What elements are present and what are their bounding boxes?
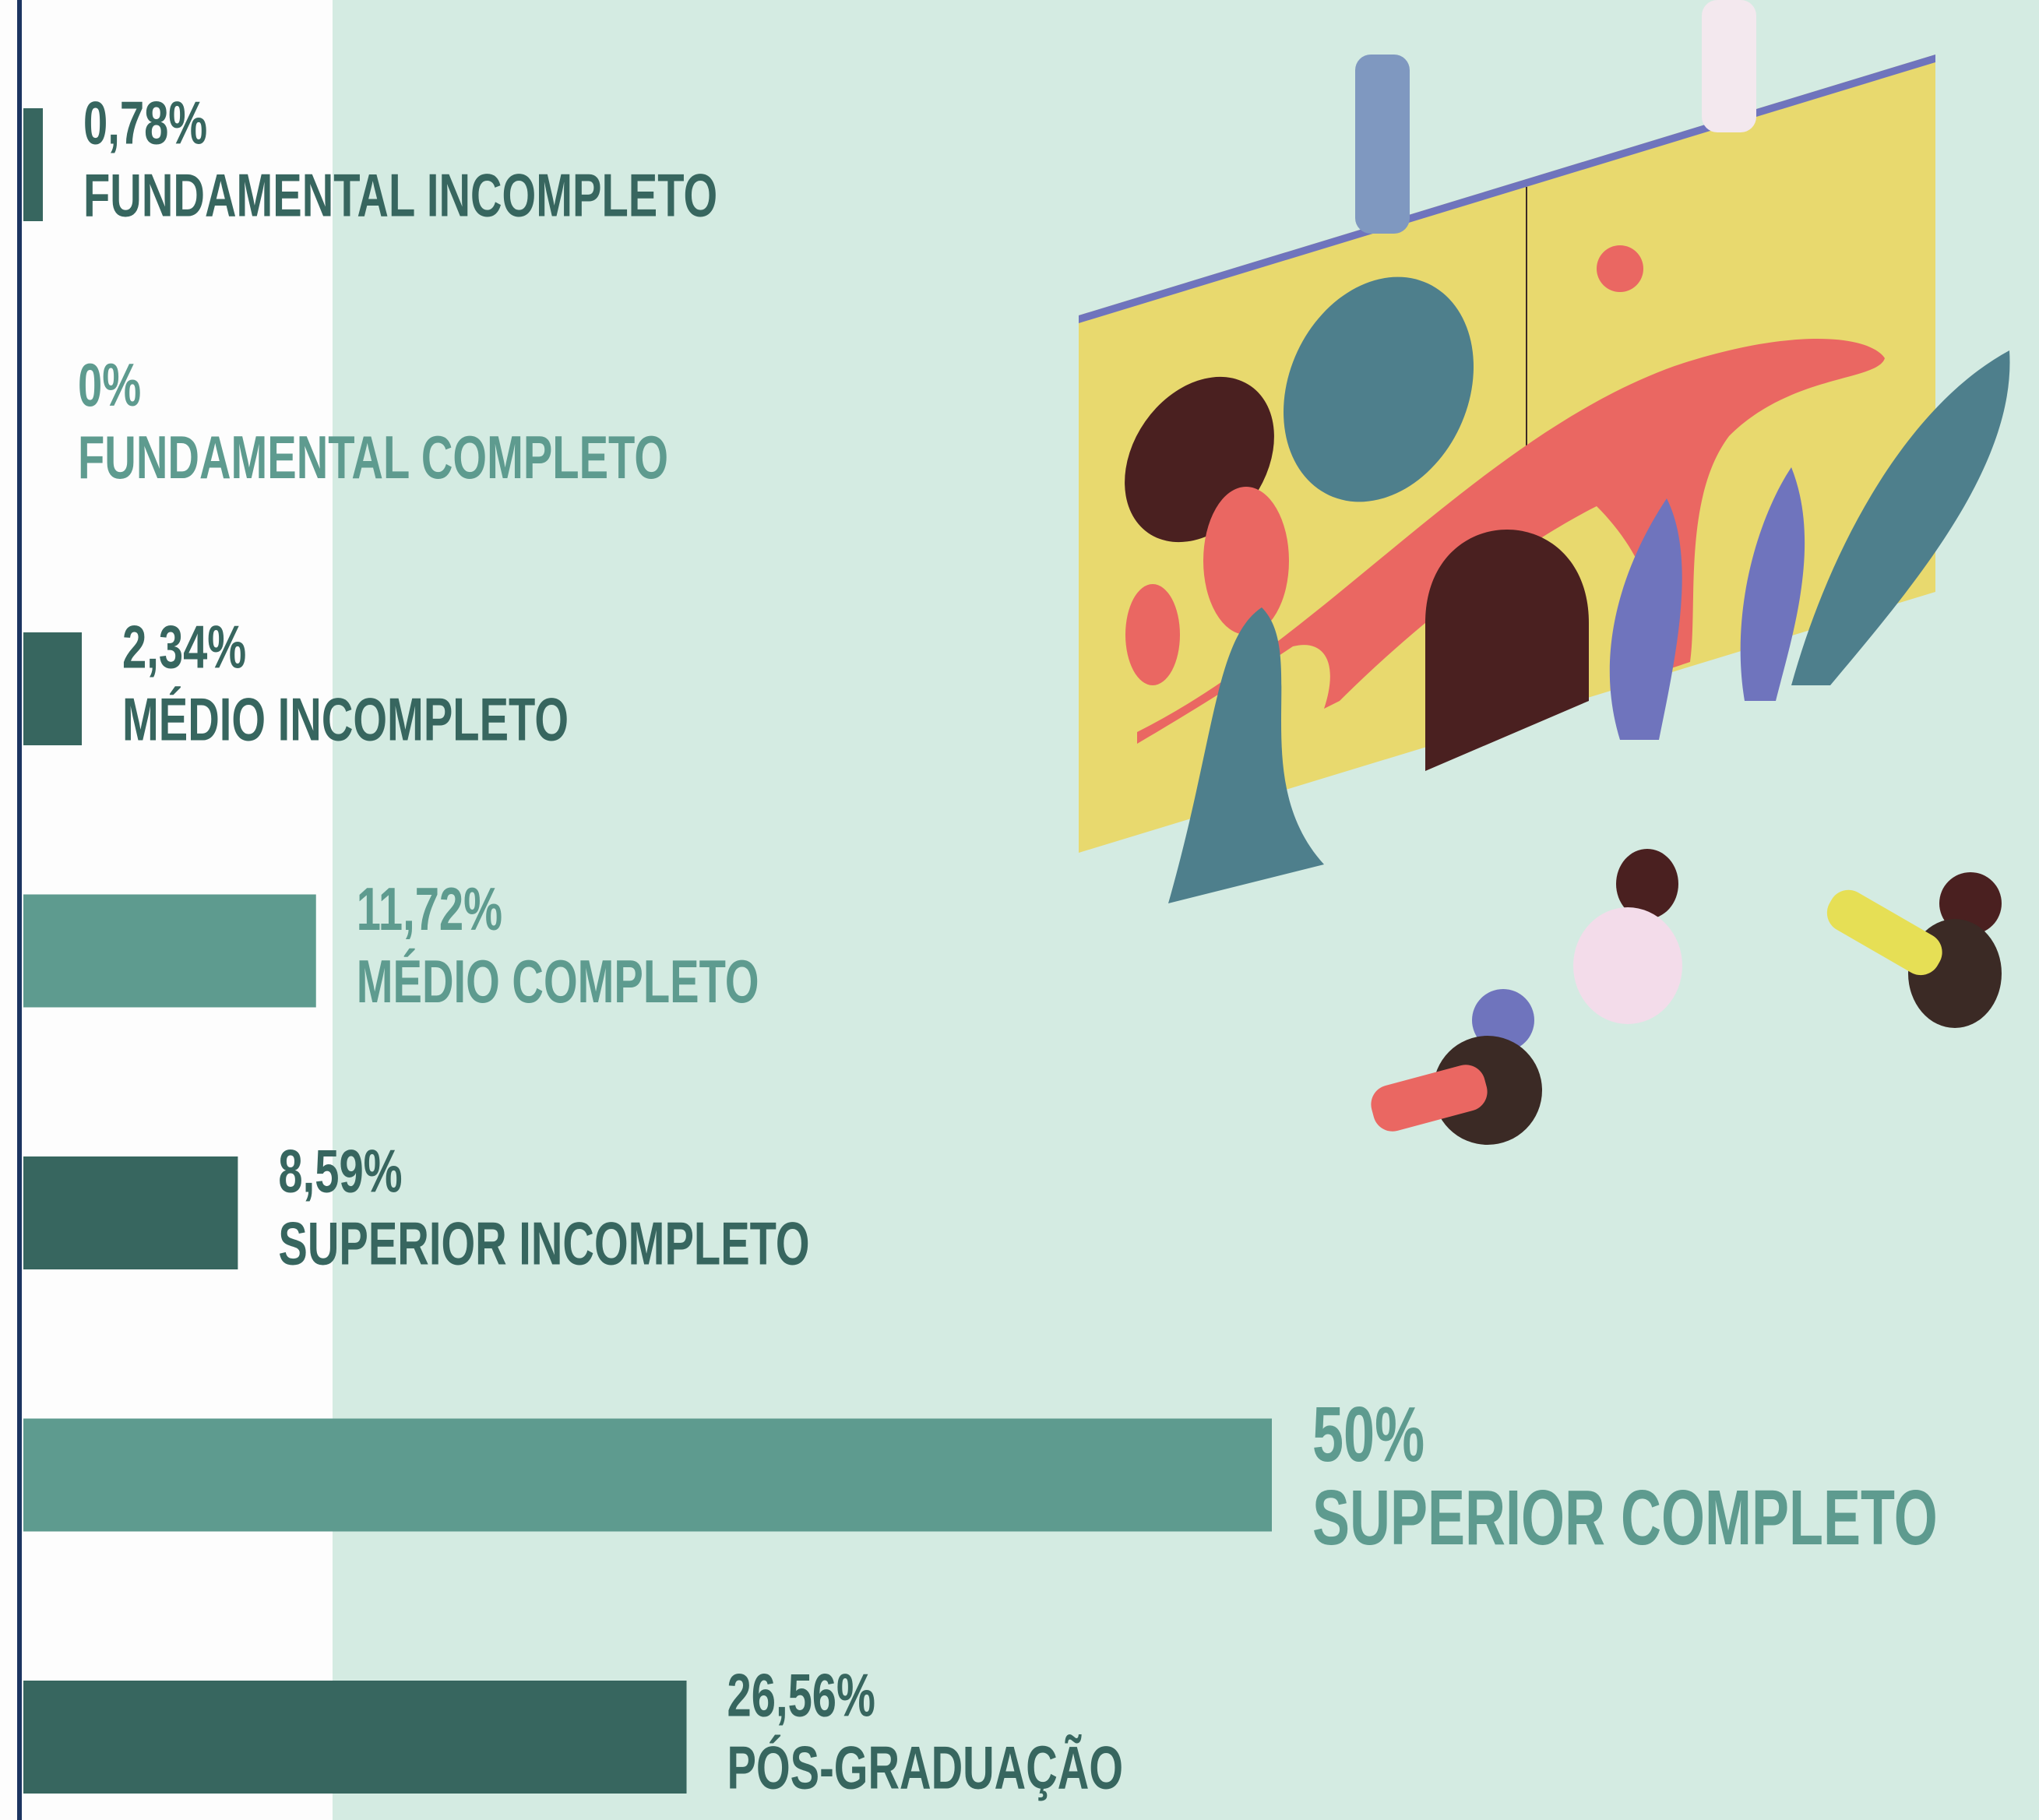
plant — [1168, 607, 1324, 903]
person — [1826, 889, 1942, 976]
value-label: 11,72% — [357, 875, 502, 943]
bar — [23, 894, 316, 1008]
value-label: 2,34% — [122, 614, 246, 681]
category-label: SUPERIOR COMPLETO — [1312, 1474, 1938, 1561]
bar — [23, 108, 44, 221]
value-label: 0% — [78, 351, 141, 419]
axis-line — [17, 0, 22, 1820]
person — [1355, 55, 1410, 234]
plant — [1425, 530, 1589, 771]
leaf — [1125, 584, 1180, 685]
bar — [23, 1418, 1272, 1532]
plant — [1609, 498, 1682, 740]
person — [1371, 1065, 1488, 1132]
sun — [1597, 245, 1643, 292]
person — [1573, 907, 1682, 1024]
value-label: 0,78% — [83, 90, 207, 157]
bars: 0,78%FUNDAMENTAL INCOMPLETO 0%FUNDAMENTAL… — [23, 90, 1938, 1802]
leaf — [1203, 487, 1289, 635]
bar — [23, 1681, 687, 1794]
person — [1616, 849, 1678, 919]
value-label: 8,59% — [278, 1138, 402, 1206]
category-label: MÉDIO COMPLETO — [357, 948, 759, 1016]
category-label: PÓS-GRADUAÇÃO — [727, 1734, 1124, 1802]
leaf — [1284, 276, 1474, 502]
category-label: FUNDAMENTAL COMPLETO — [78, 424, 668, 491]
person — [1702, 0, 1756, 132]
value-label: 50% — [1312, 1391, 1424, 1477]
plant — [1791, 350, 2010, 685]
category-label: FUNDAMENTAL INCOMPLETO — [83, 162, 717, 230]
plant — [1740, 467, 1805, 701]
bar — [23, 632, 83, 745]
value-label: 26,56% — [727, 1662, 875, 1730]
category-label: MÉDIO INCOMPLETO — [122, 686, 569, 754]
bar — [23, 1156, 238, 1269]
illustration — [1079, 0, 2010, 1145]
person — [1433, 1036, 1542, 1145]
category-label: SUPERIOR INCOMPLETO — [278, 1210, 809, 1278]
